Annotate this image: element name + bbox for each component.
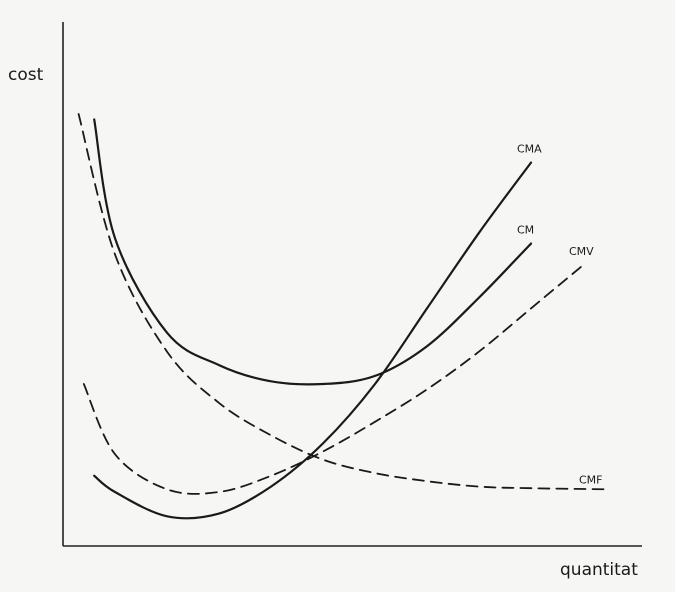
- series-cmf-label: CMF: [579, 473, 603, 486]
- curve-labels-layer: CM CMA CMV CMF: [517, 143, 603, 487]
- curves-layer: [77, 113, 610, 520]
- x-axis-label: quantitat: [560, 560, 638, 580]
- series-cmv-label: CMV: [569, 245, 594, 258]
- series-cma-line: [93, 161, 533, 520]
- y-axis-label: cost: [8, 65, 44, 85]
- series-cmf-line: [77, 113, 610, 491]
- series-cm-label: CM: [517, 224, 534, 237]
- series-cma-label: CMA: [517, 143, 542, 156]
- series-cmv-line: [82, 264, 584, 495]
- series-cm-line: [93, 118, 533, 386]
